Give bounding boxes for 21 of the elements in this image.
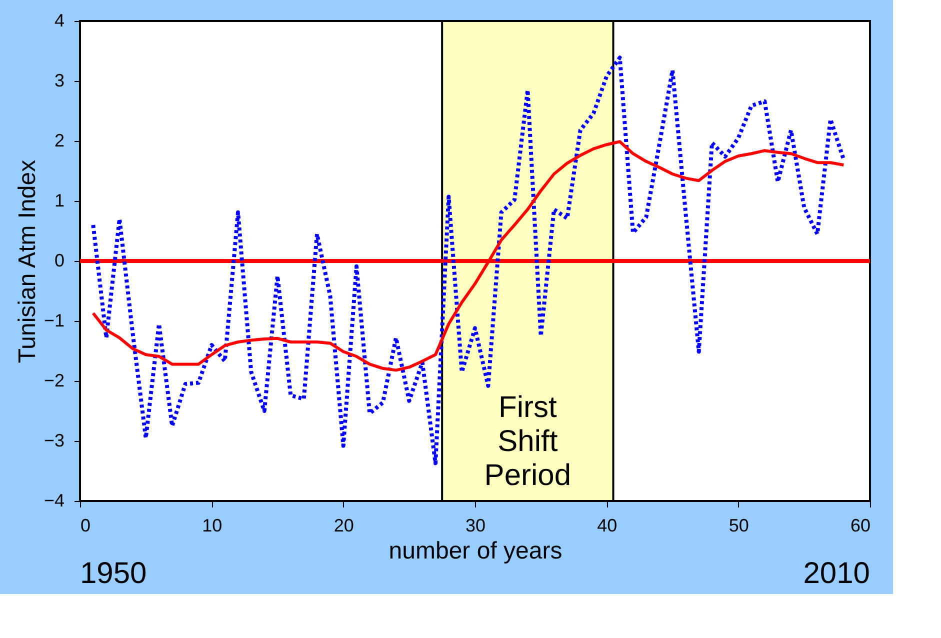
- y-tick-label: 2: [54, 130, 64, 150]
- text: 2010: [803, 557, 870, 590]
- y-tick-label: 3: [54, 70, 64, 90]
- y-tick-label: −1: [44, 310, 64, 330]
- y-tick-label: 4: [54, 10, 64, 30]
- y-tick-label: −4: [44, 490, 64, 510]
- x-axis-title: number of years: [388, 538, 562, 564]
- y-tick-label: −2: [44, 370, 64, 390]
- y-tick-label: 0: [54, 250, 64, 270]
- x-tick-label: 60: [850, 516, 870, 536]
- x-tick-label: 40: [597, 516, 618, 536]
- x-tick-label: 0: [80, 516, 91, 536]
- y-axis-title: Tunisian Atm Index: [14, 160, 41, 364]
- x-tick-label: 30: [465, 516, 486, 536]
- x-tick-label: 50: [728, 516, 749, 536]
- x-tick-label: 20: [334, 516, 354, 536]
- y-tick-label: 1: [54, 190, 64, 210]
- band-label: First Shift Period: [484, 391, 572, 492]
- y-tick-label: −3: [44, 430, 64, 450]
- text: 1950: [80, 557, 147, 590]
- x-tick-label: 10: [202, 516, 222, 536]
